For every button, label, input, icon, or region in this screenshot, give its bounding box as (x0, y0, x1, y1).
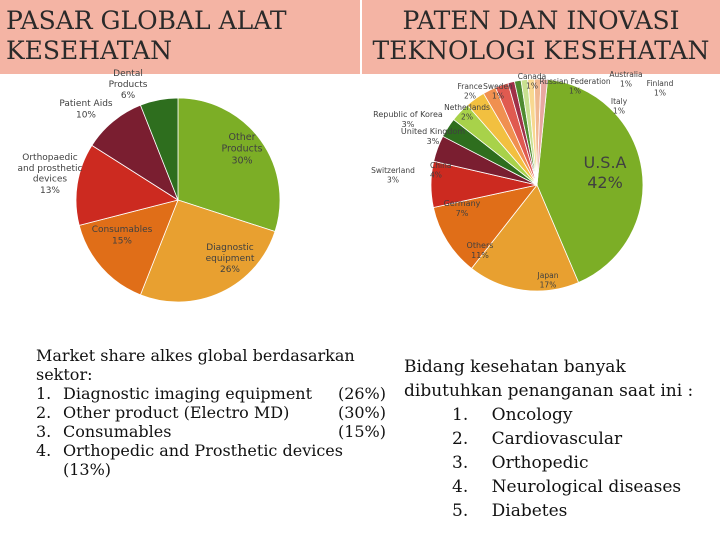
item-number: 4. (36, 441, 52, 460)
item-percent: (30%) (337, 403, 386, 422)
item-label: Neurological diseases (491, 477, 682, 497)
item-label: Consumables (63, 422, 172, 441)
slice-label: U.S.A 42% (584, 153, 627, 192)
pie-slice (139, 199, 276, 303)
list-item: 3. Orthopedic (404, 451, 720, 475)
slice-label: Diagnostic equipment 26% (206, 243, 255, 275)
item-label: Other product (Electro MD) (63, 403, 290, 422)
item-number: 2. (452, 429, 469, 449)
slice-label: China 4% (430, 161, 451, 179)
pie-slice (177, 97, 281, 233)
pie-slice (78, 199, 179, 296)
right-intro-line1: Bidang kesehatan banyak (404, 357, 626, 377)
pie-slice (75, 144, 179, 226)
item-label: Diabetes (491, 501, 568, 521)
slice-label: Dental Products 6% (109, 69, 148, 101)
list-item-continuation: (13%) (63, 460, 112, 479)
slice-label: France 2% (458, 82, 483, 100)
slice-label: Japan 17% (537, 271, 559, 289)
item-percent: (15%) (337, 422, 386, 441)
slice-label: Consumables 15% (92, 225, 153, 246)
item-label: Orthopedic (491, 453, 589, 473)
pie-slice (536, 79, 644, 284)
list-item: 2. Cardiovascular (404, 427, 720, 451)
item-number: 3. (452, 453, 469, 473)
list-item: 4. Orthopedic and Prosthetic devices (36, 441, 386, 460)
right-title-banner: PATEN DAN INOVASI TEKNOLOGI KESEHATAN (362, 0, 720, 74)
patent-pie: U.S.A 42% Japan 17% Others 11% Germany 7% China 4… (371, 70, 674, 292)
slice-label: Russian Federation 1% (539, 77, 610, 95)
slice-label: Others 11% (467, 241, 494, 260)
slice-label: Australia 1% (609, 70, 642, 88)
item-number: 5. (452, 501, 469, 521)
item-label: Orthopedic and Prosthetic devices (63, 441, 343, 460)
item-number: 4. (452, 477, 469, 497)
left-intro-line2: sektor: (36, 365, 93, 384)
slice-label: Switzerland 3% (371, 166, 415, 184)
right-title: PATEN DAN INOVASI TEKNOLOGI KESEHATAN (372, 6, 710, 65)
item-number: 1. (452, 405, 469, 425)
slice-label: Germany 7% (444, 199, 481, 218)
pie-slice (432, 184, 539, 269)
item-label: Diagnostic imaging equipment (63, 384, 313, 403)
list-item: 1. Diagnostic imaging equipment (26%) (36, 384, 386, 403)
market-share-pie: Other Products 30% Diagnostic equipment 26% Co… (18, 69, 281, 303)
left-description: Market share alkes global berdasarkan se… (36, 346, 386, 479)
list-item: 1. Oncology (404, 403, 720, 427)
list-item: 4. Neurological diseases (404, 475, 720, 499)
item-number: 2. (36, 403, 52, 422)
pie-slice (470, 184, 580, 292)
item-percent: (26%) (337, 384, 386, 403)
item-number: 3. (36, 422, 52, 441)
slice-label: Netherlands 2% (444, 103, 490, 121)
list-item: 5. Diabetes (404, 499, 720, 523)
pie-slice (536, 78, 549, 186)
list-item: 3. Consumables (15%) (36, 422, 386, 441)
left-title-banner: PASAR GLOBAL ALAT KESEHATAN (0, 0, 360, 74)
slice-label: Orthopaedic and prosthetic devices 13% (18, 153, 83, 196)
left-title: PASAR GLOBAL ALAT KESEHATAN (6, 6, 287, 65)
right-intro-line2: dibutuhkan penanganan saat ini : (404, 381, 694, 401)
slice-label: Italy 1% (611, 97, 628, 115)
item-label: Oncology (491, 405, 573, 425)
slice-label: Other Products 30% (221, 132, 262, 166)
slice-label: Canada 1% (518, 72, 547, 90)
slice-label: Patient Aids 10% (59, 99, 113, 120)
pie-slice (139, 97, 179, 201)
slice-label: Finland 1% (647, 79, 674, 97)
slice-label: Republic of Korea 3% (373, 110, 443, 129)
left-intro-line1: Market share alkes global berdasarkan (36, 346, 355, 365)
item-number: 1. (36, 384, 52, 403)
list-item: 2. Other product (Electro MD) (30%) (36, 403, 386, 422)
slice-label: United Kingdom 3% (401, 127, 465, 146)
slice-label: Sweden 1% (483, 82, 513, 100)
right-description: Bidang kesehatan banyak dibutuhkan penan… (404, 355, 720, 523)
item-label: Cardiovascular (491, 429, 623, 449)
